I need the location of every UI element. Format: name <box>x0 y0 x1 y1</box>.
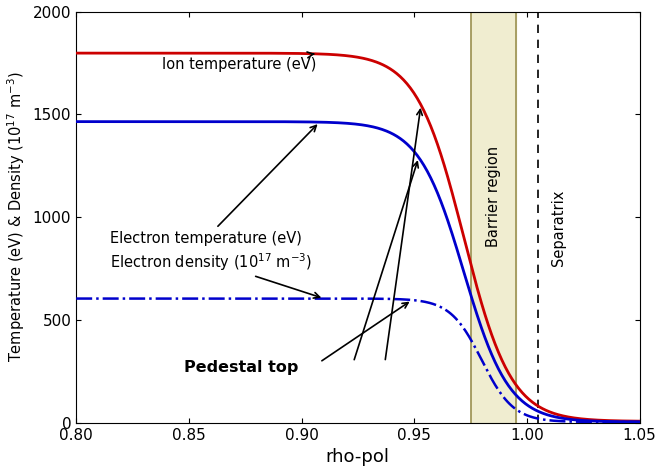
Y-axis label: Temperature (eV) & Density ($10^{17}$ m$^{-3}$): Temperature (eV) & Density ($10^{17}$ m$… <box>5 72 27 362</box>
Text: Separatrix: Separatrix <box>551 189 566 266</box>
Text: Electron temperature (eV): Electron temperature (eV) <box>110 126 316 246</box>
Text: Barrier region: Barrier region <box>486 146 500 247</box>
Bar <box>471 11 516 423</box>
X-axis label: rho-pol: rho-pol <box>326 448 390 466</box>
Text: Electron density ($10^{17}$ m$^{-3}$): Electron density ($10^{17}$ m$^{-3}$) <box>110 251 320 298</box>
Text: Pedestal top: Pedestal top <box>184 360 299 375</box>
Text: Ion temperature (eV): Ion temperature (eV) <box>162 52 316 72</box>
